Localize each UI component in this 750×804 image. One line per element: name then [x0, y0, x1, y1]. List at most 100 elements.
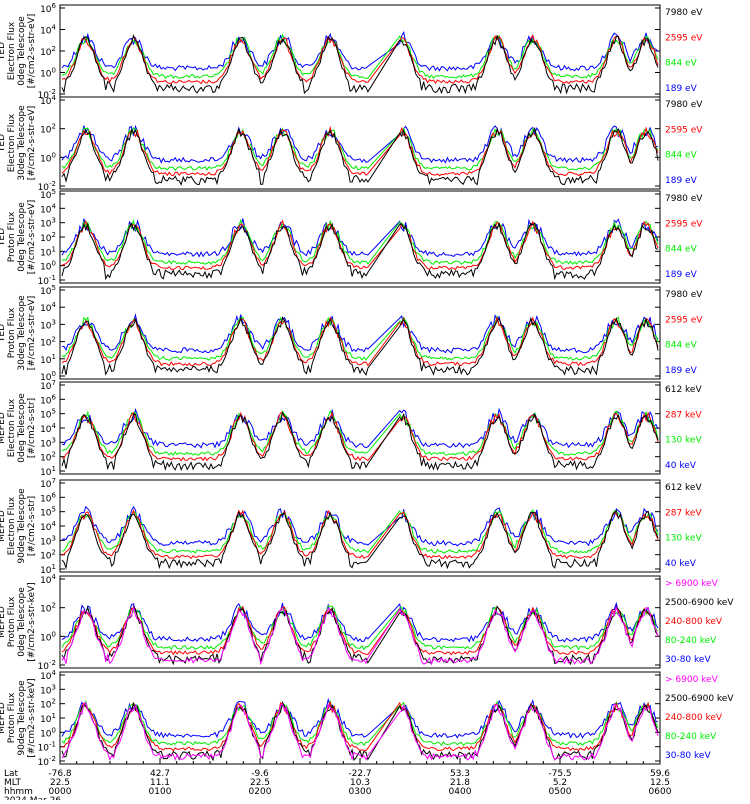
- y-tick-base: 10: [38, 183, 50, 193]
- legend-entry: 2595 eV: [665, 125, 703, 135]
- y-tick-base: 10: [38, 277, 50, 287]
- red-trace: [62, 411, 659, 462]
- y-tick-base: 10: [40, 537, 52, 547]
- y-tick-exponent: 6: [52, 2, 57, 10]
- y-tick-exponent: 3: [52, 683, 56, 691]
- y-tick-base: 10: [40, 509, 52, 519]
- y-tick-label: 103: [40, 318, 56, 331]
- legend-entry: 844 eV: [665, 341, 698, 351]
- green-trace: [61, 509, 659, 554]
- y-tick-exponent: 2: [52, 602, 56, 610]
- y-axis-label: TED Proton Flux 30deg Telescope [#/cm2-s-st…: [0, 295, 37, 371]
- y-label-line: [#/cm2-s-str-keV]: [27, 582, 37, 661]
- green-trace: [61, 699, 659, 747]
- legend-entry: 7980 eV: [665, 100, 703, 110]
- blue-trace: [61, 697, 659, 739]
- y-label-line: Proton Flux: [7, 692, 17, 743]
- y-tick-exponent: 2: [52, 123, 56, 131]
- y-tick-label: 103: [40, 534, 56, 547]
- y-tick-exponent: 4: [52, 94, 57, 102]
- y-label-line: Proton Flux: [7, 596, 17, 647]
- panel-frame: [59, 96, 661, 190]
- y-tick-exponent: 2: [52, 336, 56, 344]
- blue-trace: [61, 407, 659, 449]
- y-tick-base: 10: [40, 396, 52, 406]
- x-row-label: MLT: [4, 778, 22, 788]
- y-label-line: MEPED: [0, 412, 7, 444]
- y-tick-base: 10: [40, 480, 52, 490]
- y-label-line: 0deg Telescope: [17, 587, 27, 657]
- y-tick-label: 100: [40, 370, 56, 383]
- y-tick-base: 10: [40, 411, 52, 421]
- y-axis-label: TED Electron Flux 0deg Telescope [#/cm2-s-s…: [0, 14, 37, 89]
- x-tick-lat: 42.7: [150, 769, 170, 779]
- blue-trace: [61, 218, 659, 258]
- x-tick-lat: 59.6: [650, 769, 670, 779]
- y-tick-exponent: 3: [52, 217, 56, 225]
- y-tick-base: 10: [40, 48, 52, 58]
- y-label-line: Proton Flux: [7, 307, 17, 358]
- y-tick-exponent: -1: [49, 741, 56, 749]
- y-tick-label: 105: [40, 506, 56, 519]
- y-tick-base: 10: [40, 70, 52, 80]
- legend-entry: 80-240 keV: [665, 732, 717, 742]
- y-tick-label: 103: [40, 436, 56, 449]
- y-tick-exponent: 0: [52, 630, 56, 638]
- y-tick-exponent: 6: [52, 491, 57, 499]
- y-tick-base: 10: [40, 154, 52, 164]
- y-tick-exponent: 3: [52, 436, 56, 444]
- y-tick-exponent: 4: [52, 422, 57, 430]
- legend-entry: 80-240 keV: [665, 636, 717, 646]
- y-tick-label: 101: [40, 563, 56, 576]
- y-label-line: [#/cm2-s-str-eV]: [27, 14, 37, 89]
- legend-entry: 2595 eV: [665, 219, 703, 229]
- y-tick-exponent: 0: [52, 67, 56, 75]
- black-trace: [61, 34, 659, 95]
- blue-trace: [61, 601, 659, 643]
- x-tick-lat: -9.6: [251, 769, 269, 779]
- y-tick-base: 10: [40, 97, 52, 107]
- y-tick-label: 106: [40, 393, 56, 406]
- y-tick-exponent: 1: [52, 465, 56, 473]
- y-tick-exponent: 4: [52, 301, 57, 309]
- trace-group: [61, 218, 659, 281]
- trace-group: [61, 697, 659, 762]
- y-tick-base: 10: [40, 220, 52, 230]
- y-tick-exponent: 2: [52, 451, 56, 459]
- y-label-line: MEPED: [0, 606, 7, 638]
- y-tick-label: 104: [40, 24, 56, 37]
- y-label-line: 90deg Telescope: [17, 680, 27, 756]
- y-label-line: 0deg Telescope: [17, 393, 27, 463]
- legend-entry: 287 keV: [665, 410, 702, 420]
- y-tick-label: 10-1: [38, 741, 56, 754]
- y-tick-exponent: 5: [52, 284, 56, 292]
- trace-group: [61, 407, 659, 472]
- y-tick-exponent: -1: [49, 274, 56, 282]
- y-tick-label: 104: [40, 669, 56, 682]
- y-tick-label: 107: [40, 379, 56, 392]
- y-tick-base: 10: [40, 304, 52, 314]
- y-tick-label: 102: [40, 45, 56, 58]
- y-tick-exponent: 4: [52, 24, 57, 32]
- black-trace: [61, 222, 659, 281]
- y-label-line: [#/cm2-s-str]: [27, 496, 37, 556]
- y-label-line: MEPED: [0, 510, 7, 542]
- black-trace: [61, 509, 659, 570]
- y-label-line: 30deg Telescope: [17, 105, 27, 181]
- legend-entry: 844 eV: [665, 151, 698, 161]
- y-tick-exponent: -2: [49, 755, 56, 763]
- y-axis-label: MEPED Electron Flux 90deg Telescope [#/cm2-…: [0, 488, 37, 564]
- x-tick-mlt: 5.2: [553, 778, 567, 788]
- y-tick-exponent: -2: [49, 88, 56, 96]
- y-tick-exponent: 0: [52, 151, 56, 159]
- y-tick-base: 10: [40, 234, 52, 244]
- x-tick-hhmm: 0200: [249, 787, 272, 797]
- y-tick-exponent: 1: [52, 563, 56, 571]
- y-tick-base: 10: [40, 425, 52, 435]
- magenta-trace: [61, 606, 659, 666]
- blue-trace: [61, 505, 659, 547]
- y-tick-label: 10-2: [38, 88, 56, 101]
